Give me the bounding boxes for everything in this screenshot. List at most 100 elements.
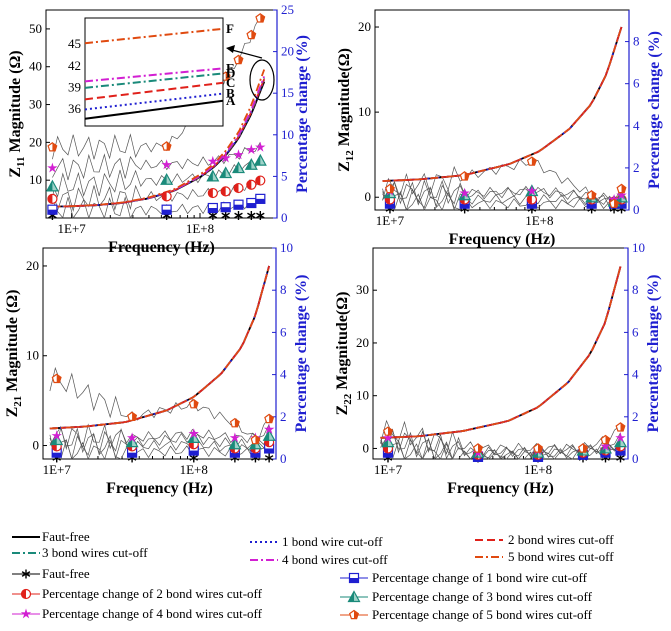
legend-item: Percentage change of 5 bond wires cut-of… [340,607,593,622]
marker-halfcircle [233,182,244,194]
marker-star [220,152,231,163]
y2-tick-label: 2 [280,409,287,424]
marker-star [229,432,241,443]
zoom-arrow-head [226,45,235,53]
marker-pentagon [51,373,62,384]
x-tick-label: 1E+8 [525,213,553,228]
marker-star [161,159,172,170]
marker-triangle [244,158,258,170]
y-tick-label: 20 [26,258,39,273]
impedance-line-1 [382,26,623,182]
marker-triangle [253,153,267,166]
marker-star [616,189,627,200]
legend-label: Faut-free [42,529,90,544]
marker-halfcircle [255,175,266,186]
zoom-arrow-line [231,49,263,59]
marker-pentagon [472,443,484,453]
panel-z12: 0 10 20 0 2 4 6 8 1E+7 1E+8 Frequency (Hz) Z12 Magn… [336,9,663,248]
inset-curve-label: A [226,93,236,108]
y-axis-title: Z12 Magnitude(Ω) [336,48,356,172]
inset-curve-label: F [226,21,234,36]
marker-star [126,432,138,443]
marker-star [188,428,199,439]
legend-label: Percentage change of 1 bond wire cut-off [372,570,588,585]
inset-y-tick-label: 45 [68,36,81,51]
impedance-line-5 [382,26,623,182]
marker-square [233,199,244,210]
y2-tick-label: 2 [633,160,640,175]
marker-pentagon [600,434,611,445]
y2-tick-label: 8 [633,34,640,49]
legend-marker-pentagon [348,609,360,620]
x-axis-title: Frequency (Hz) [106,480,213,497]
y-tick-label: 20 [29,134,42,149]
inset-curve-label: C [226,75,235,90]
pct-trace-5 [382,158,622,208]
y-axis-title: Z21 Magnitude (Ω) [4,290,24,418]
impedance-line-2 [380,266,622,439]
marker-asterisk [247,211,256,221]
marker-square [47,204,58,215]
marker-halfcircle [47,193,58,204]
pct-trace-2 [382,186,622,212]
marker-asterisk [234,211,243,221]
y2-tick-label: 4 [633,118,640,133]
marker-halfcircle [207,187,218,199]
pct-trace-4 [52,142,261,181]
x-tick-label: 1E+8 [180,462,208,477]
y2-tick-label: 8 [280,282,287,297]
x-axis-title: Frequency (Hz) [449,231,556,248]
marker-pentagon [188,398,199,409]
panel-z21: 0 10 20 0 2 4 6 8 10 1E+7 1E+8 Frequency (Hz) Z21 Ma… [4,240,310,497]
impedance-line-0 [382,26,623,182]
legend-label: Percentage change of 3 bond wires cut-of… [372,589,593,604]
pct-trace-4 [382,179,622,205]
marker-pentagon [384,183,395,194]
inset-line-0 [84,99,224,120]
y2-tick-label: 10 [280,240,293,255]
marker-triangle [262,429,276,441]
legend-label: Percentage change of 5 bond wires cut-of… [372,607,593,622]
y2-tick-label: 6 [280,324,287,339]
y-tick-label: 30 [29,97,42,112]
marker-square [161,204,172,215]
y-tick-label: 20 [356,335,369,350]
marker-square [255,193,266,204]
legend-item: Percentage change of 3 bond wires cut-of… [340,589,593,604]
y-tick-label: 0 [363,440,370,455]
inset-line-3 [84,72,224,89]
legend-item: Percentage change of 1 bond wire cut-off [340,570,588,585]
inset-line-5 [84,27,224,45]
y-axis-title: Z22 Magnitude(Ω) [334,292,354,416]
marker-pentagon [459,171,470,181]
y2-tick-label: 5 [281,168,288,183]
marker-triangle [160,172,174,185]
y2-tick-label: 6 [633,76,640,91]
x-tick-label: 1E+7 [374,462,403,477]
impedance-line-0 [49,265,270,430]
y-tick-label: 0 [33,438,40,453]
marker-pentagon [161,141,172,151]
legend-marker-star [20,608,32,619]
marker-triangle [231,161,246,174]
legend: Faut-free 1 bond wire cut-off 2 bond wires… [12,529,614,622]
y-tick-label: 10 [29,172,42,187]
legend-item: Faut-free [12,529,90,544]
inset-curve-label: D [226,65,235,80]
y-tick-label: 10 [26,348,39,363]
x-axis-title: Frequency (Hz) [447,480,554,497]
y2-tick-label: 20 [281,44,294,59]
y2-tick-label: 10 [632,240,645,255]
legend-label: Percentage change of 4 bond wires cut-of… [42,606,263,621]
zoom-ellipse [249,59,275,101]
legend-marker-square [348,572,360,584]
y2-axis-title: Percentage change (%) [646,31,663,189]
marker-square [207,202,218,214]
y2-tick-label: 2 [632,409,639,424]
marker-pentagon [615,422,626,432]
marker-halfcircle [161,191,172,202]
inset-curve-label: E [226,60,235,75]
legend-item: 2 bond wires cut-off [475,532,614,547]
marker-halfcircle [246,179,257,190]
